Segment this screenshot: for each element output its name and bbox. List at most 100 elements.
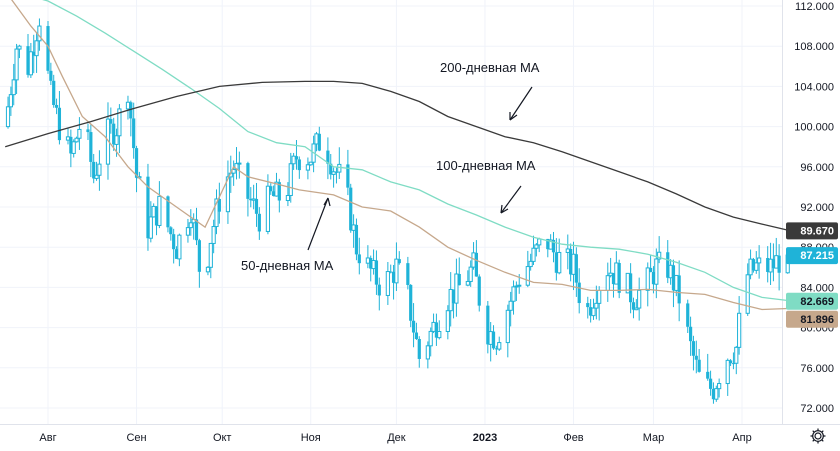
candle-body-down	[172, 234, 176, 250]
candle-body-down	[691, 341, 696, 356]
candle-body-up	[774, 255, 779, 269]
candle-body-down	[357, 254, 361, 264]
candle-body-up	[454, 273, 459, 304]
candle-body-up	[117, 108, 122, 137]
candle-body-down	[417, 339, 421, 359]
y-tick-label: 76.000	[800, 363, 834, 375]
y-tick-label: 104.000	[794, 81, 834, 93]
candle-body-down	[731, 363, 736, 365]
candle-body-down	[486, 305, 490, 345]
price-badge-label: 82.669	[800, 296, 834, 308]
candle-body-up	[288, 163, 293, 196]
candle-body-up	[251, 198, 256, 201]
candle-body-up	[371, 259, 376, 270]
candle-body-down	[554, 252, 558, 273]
annotation-arrowhead-ma200	[509, 112, 518, 121]
candle-body-up	[534, 244, 539, 249]
candle-body-up	[497, 342, 502, 350]
candle-body-up	[425, 345, 430, 360]
candle-body-down	[649, 267, 653, 273]
annotation-arrow-ma50	[307, 197, 329, 251]
x-tick-label: Авг	[39, 432, 56, 444]
ma-line-0	[11, 0, 788, 311]
candle-body-up	[717, 383, 722, 390]
candle-body-down	[406, 263, 410, 285]
candle-body-down	[326, 150, 330, 164]
price-badge-bg	[786, 292, 838, 310]
candle-body-up	[557, 251, 562, 274]
candle-body-down	[92, 161, 96, 179]
candle-body-up	[291, 155, 296, 165]
candle-body-down	[708, 378, 713, 389]
candle-body-up	[465, 280, 470, 286]
candle-body-up	[65, 136, 71, 141]
candle-body-down	[377, 284, 381, 296]
candle-body-up	[225, 176, 231, 213]
candle-body-down	[777, 255, 781, 273]
candle-body-up	[74, 137, 79, 143]
annotation-ma50: 50-дневная MA	[241, 258, 334, 273]
candle-body-up	[114, 135, 119, 145]
candle-body-down	[329, 163, 333, 175]
candle-body-up	[385, 271, 390, 296]
candle-body-up	[714, 388, 719, 400]
candle-body-down	[677, 275, 681, 304]
price-badge-bg	[786, 310, 838, 328]
candle-body-down	[89, 132, 93, 162]
candle-body-up	[97, 163, 102, 176]
candle-body-down	[169, 227, 173, 235]
gear-icon[interactable]	[808, 426, 828, 446]
candle-body-up	[528, 260, 533, 268]
candle-body-up	[668, 264, 673, 279]
price-badge-bg	[786, 247, 838, 265]
x-tick-label: Мар	[643, 432, 665, 444]
candle-body-up	[757, 257, 762, 264]
candle-body-down	[546, 238, 550, 250]
price-badges: 89.670 87.215 82.669 81.896	[786, 222, 838, 328]
candles	[5, 18, 790, 404]
candle-body-down	[134, 148, 139, 178]
candle-body-up	[654, 258, 659, 285]
y-tick-label: 100.000	[794, 122, 834, 134]
candle-body-up	[468, 266, 473, 282]
candle-body-down	[671, 265, 676, 291]
candle-body-up	[157, 195, 162, 226]
candle-body-down	[174, 249, 179, 259]
candle-body-down	[194, 219, 199, 241]
candle-body-up	[748, 258, 753, 276]
x-tick-label: Ноя	[301, 432, 321, 444]
candle-body-up	[754, 262, 759, 271]
candle-body-down	[391, 271, 396, 283]
candle-body-down	[611, 273, 616, 285]
candle-body-down	[146, 176, 150, 239]
candle-body-down	[272, 191, 276, 197]
x-tick-label: Апр	[732, 432, 751, 444]
candle-body-up	[505, 309, 510, 344]
candle-body-up	[737, 312, 742, 348]
candle-body-up	[525, 266, 530, 286]
candle-body-up	[34, 40, 39, 57]
y-tick-label: 72.000	[800, 403, 834, 415]
candle-body-up	[428, 330, 433, 347]
candle-body-down	[397, 259, 401, 264]
candle-body-up	[148, 216, 153, 239]
candle-body-down	[257, 213, 261, 232]
candle-body-down	[294, 156, 299, 160]
candle-body-up	[645, 267, 650, 291]
x-tick-label: Окт	[213, 432, 232, 444]
candle-body-up	[768, 258, 773, 273]
candle-body-up	[8, 94, 13, 108]
candle-body-up	[71, 141, 76, 154]
candle-body-up	[734, 346, 739, 364]
price-badge-label: 81.896	[800, 314, 834, 326]
candle-body-up	[37, 25, 42, 42]
candle-body-up	[211, 226, 216, 244]
candle-body-up	[337, 163, 342, 173]
candle-body-down	[129, 102, 133, 119]
candle-body-up	[571, 253, 576, 275]
candle-body-down	[246, 163, 250, 199]
candle-body-up	[177, 234, 182, 260]
grid	[0, 0, 840, 425]
candle-body-down	[249, 198, 253, 201]
